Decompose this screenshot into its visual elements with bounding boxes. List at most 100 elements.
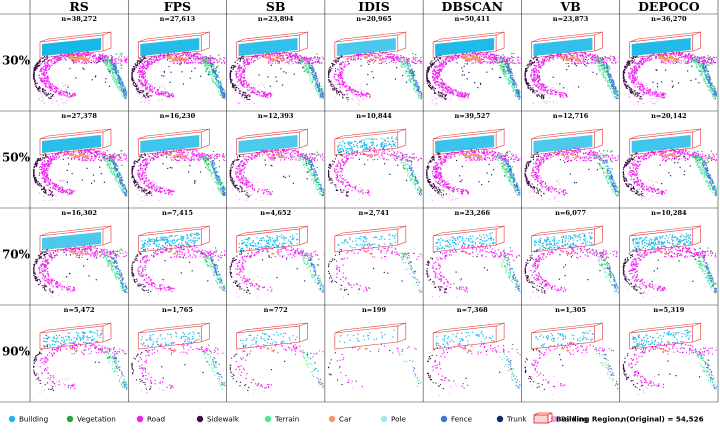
building-region-box: [236, 322, 308, 350]
column-title: VB: [559, 0, 580, 14]
column-title: RS: [69, 0, 88, 14]
car-points: [566, 252, 570, 255]
point-count-label: n=772: [264, 306, 288, 314]
building-region-box: [531, 225, 603, 253]
building-points: [631, 135, 691, 153]
car-points: [265, 153, 270, 156]
car-points: [270, 155, 275, 158]
legend-item: Pole: [380, 415, 406, 424]
car-points: [471, 55, 478, 60]
point-count-label: n=20,142: [651, 112, 687, 120]
car-points: [364, 250, 368, 253]
car-points: [182, 155, 187, 159]
point-cloud-cell: n=199: [328, 306, 422, 389]
scene-scan: [229, 225, 324, 298]
car-points: [177, 250, 182, 253]
car-points: [166, 55, 173, 60]
legend-label: Sidewalk: [207, 415, 240, 424]
point-count-label: n=199: [362, 306, 386, 314]
building-region-box: [629, 31, 701, 59]
car-points: [364, 153, 368, 156]
scene-scan: [524, 322, 619, 395]
building-points: [238, 38, 298, 56]
point-count-label: n=27,378: [61, 112, 97, 120]
scene-scan: [33, 128, 128, 202]
scene-scan: [131, 31, 226, 104]
building-region-box: [137, 322, 210, 350]
car-points: [466, 57, 473, 62]
building-points: [533, 38, 593, 56]
point-count-label: n=2,741: [359, 209, 390, 217]
car-points: [181, 57, 188, 62]
building-points: [140, 38, 200, 56]
car-points: [476, 57, 483, 62]
building-region-box: [236, 225, 308, 253]
point-count-label: n=10,284: [651, 209, 687, 217]
car-points: [280, 58, 286, 62]
point-count-label: n=36,270: [651, 15, 687, 23]
car-points: [83, 57, 90, 62]
car-points: [369, 252, 373, 255]
scene-scan: [131, 225, 226, 297]
car-points: [78, 152, 84, 157]
point-count-label: n=7,415: [162, 209, 193, 217]
car-points: [575, 58, 581, 62]
point-cloud-cell: n=38,272: [33, 15, 128, 105]
point-count-label: n=27,613: [160, 15, 196, 23]
point-cloud-cell: n=5,319: [622, 306, 718, 395]
point-cloud-cell: n=10,284: [622, 209, 718, 299]
building-region-box: [334, 31, 407, 59]
scene-scan: [131, 322, 226, 394]
scene-scan: [622, 322, 718, 395]
point-cloud-cell: n=20,142: [622, 112, 718, 201]
scene-scan: [33, 225, 128, 298]
legend-item: Fence: [440, 415, 473, 424]
point-cloud-cell: n=5,472: [33, 306, 128, 394]
car-points: [659, 347, 663, 350]
car-points: [172, 252, 177, 255]
building-region-box: [432, 225, 505, 253]
fence-dot: [440, 415, 448, 423]
scene-scan: [426, 225, 521, 298]
building-points: [435, 135, 495, 153]
car-points: [668, 55, 674, 60]
building-points: [631, 38, 691, 56]
point-cloud-cell: n=23,894: [229, 15, 324, 105]
scene-scan: [328, 225, 423, 298]
trunk-dot: [496, 415, 504, 423]
row-label: 90%: [2, 344, 31, 358]
pole-dot: [380, 415, 388, 423]
car-points: [172, 349, 177, 352]
legend-label: Terrain: [274, 415, 299, 424]
car-points: [571, 250, 575, 253]
point-cloud-cell: n=1,765: [131, 306, 226, 394]
car-points: [176, 55, 183, 60]
point-count-label: n=39,527: [455, 112, 491, 120]
building-region-box: [531, 128, 603, 156]
scene-scan: [328, 128, 423, 200]
car-points: [374, 153, 378, 156]
point-cloud-cell: n=10,844: [328, 112, 423, 200]
car-points: [74, 349, 78, 352]
legend-item: Trunk: [496, 415, 527, 424]
car-points: [369, 58, 374, 61]
building-region-box: [531, 31, 603, 59]
building-region-icon: [533, 412, 553, 424]
scene-scan: [328, 31, 423, 105]
car-points: [276, 250, 280, 253]
car-points: [560, 56, 566, 60]
row-label: 70%: [2, 247, 31, 261]
original-count-label: n(Original) = 54,526: [621, 415, 704, 424]
car-points: [78, 55, 85, 60]
point-cloud-cell: n=23,266: [426, 209, 521, 298]
point-count-label: n=7,368: [457, 306, 488, 314]
car-points: [561, 347, 565, 350]
car-points: [167, 347, 172, 350]
car-points: [83, 154, 89, 159]
car-points: [560, 153, 565, 156]
point-count-label: n=12,393: [258, 112, 294, 120]
legend-label: Vegetation: [77, 415, 116, 424]
scene-scan: [229, 128, 324, 202]
scene-scan: [328, 322, 422, 389]
car-points: [664, 252, 668, 255]
